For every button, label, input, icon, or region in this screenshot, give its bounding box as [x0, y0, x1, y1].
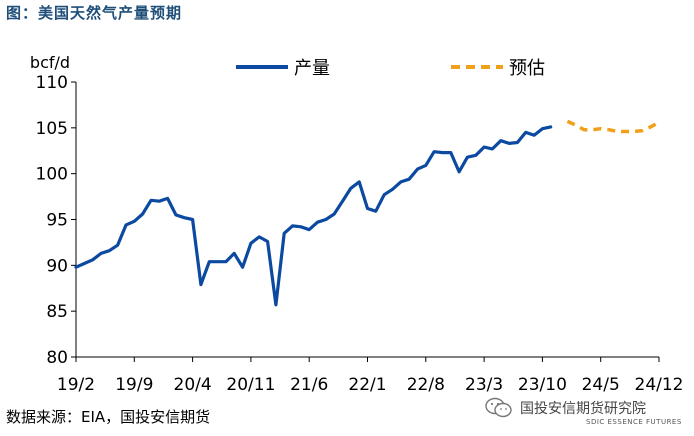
legend-forecast-label: 预估 [509, 58, 545, 79]
y-axis-label: bcf/d [30, 53, 70, 72]
source-note: 数据来源：EIA，国投安信期货 [6, 408, 211, 426]
legend-production-label: 产量 [294, 58, 330, 79]
y-tick-label: 90 [46, 256, 68, 276]
y-tick-label: 105 [36, 119, 68, 139]
production-series-line [74, 125, 553, 307]
x-tick-label: 19/9 [115, 375, 153, 395]
x-tick-label: 24/12 [635, 375, 684, 395]
y-tick-label: 80 [46, 348, 68, 368]
x-tick-label: 19/2 [57, 375, 95, 395]
x-tick-label: 22/1 [348, 375, 386, 395]
y-tick-label: 100 [36, 165, 68, 185]
legend: 产量 预估 [236, 58, 545, 79]
axis-ticks: bcf/d 80 85 90 95 100 105 110 19/2 19/9 20/4 20/11 2… [30, 53, 684, 395]
x-tick-label: 20/11 [226, 375, 275, 395]
figure-title: 图：美国天然气产量预期 [6, 4, 183, 22]
watermark-text: 国投安信期货研究院 [520, 401, 646, 417]
x-tick-label: 23/3 [465, 375, 503, 395]
watermark: 国投安信期货研究院 SDIC ESSENCE FUTURES [484, 396, 692, 432]
y-tick-label: 110 [36, 73, 68, 93]
x-tick-label: 20/4 [174, 375, 212, 395]
watermark-subtext: SDIC ESSENCE FUTURES [586, 418, 682, 426]
wechat-icon [485, 397, 512, 418]
x-tick-label: 22/8 [407, 375, 445, 395]
line-chart: bcf/d 80 85 90 95 100 105 110 19/2 19/9 20/4 20/11 2… [30, 53, 684, 395]
y-tick-label: 95 [46, 211, 68, 231]
x-tick-label: 24/5 [582, 375, 620, 395]
x-tick-label: 21/6 [290, 375, 328, 395]
series-lines [74, 119, 660, 307]
y-tick-label: 85 [46, 302, 68, 322]
x-tick-label: 23/10 [518, 375, 567, 395]
forecast-series-line [566, 119, 660, 134]
